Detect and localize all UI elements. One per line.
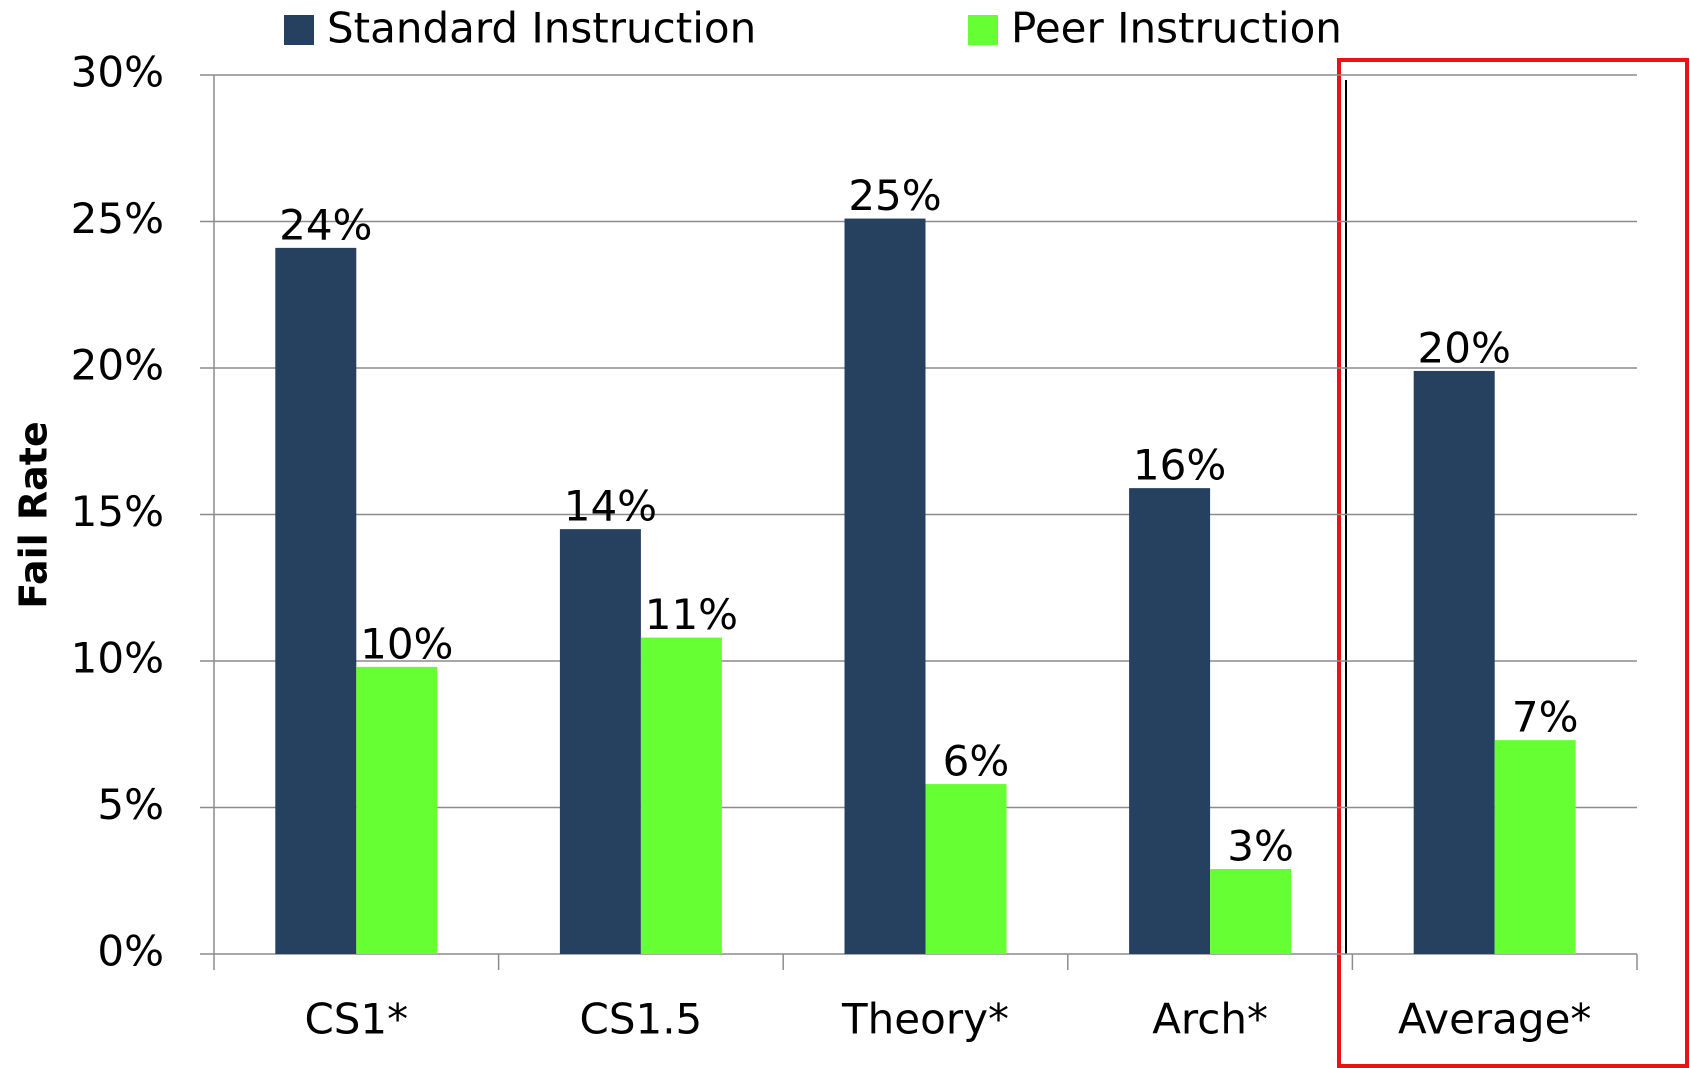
bar: [1494, 740, 1576, 954]
value-label: 10%: [360, 619, 453, 668]
x-tick-label: CS1*: [304, 995, 408, 1044]
value-label: 16%: [1133, 441, 1226, 490]
value-label: 24%: [279, 200, 372, 249]
y-tick-label: 5%: [97, 780, 164, 829]
bar: [925, 784, 1007, 954]
legend-swatch: [968, 15, 998, 45]
value-label: 14%: [564, 482, 657, 531]
bar: [640, 637, 722, 954]
x-tick-label: Theory*: [841, 995, 1009, 1044]
highlight-box: [1337, 58, 1689, 1068]
x-tick-label: CS1.5: [580, 995, 703, 1044]
value-label: 3%: [1227, 822, 1294, 871]
value-label: 11%: [645, 590, 738, 639]
y-tick-label: 0%: [97, 927, 164, 976]
bar: [844, 218, 926, 954]
legend-label: Peer Instruction: [1011, 4, 1342, 53]
value-label: 20%: [1418, 323, 1511, 372]
y-tick-label: 15%: [71, 487, 164, 536]
bar: [356, 666, 438, 954]
legend-swatch: [284, 15, 314, 45]
value-label: 25%: [848, 171, 941, 220]
bar: [275, 247, 357, 954]
bar: [1129, 488, 1211, 954]
y-tick-label: 10%: [71, 634, 164, 683]
y-axis-label: Fail Rate: [12, 421, 56, 609]
y-tick-label: 25%: [71, 194, 164, 243]
bar: [559, 529, 641, 954]
x-tick-label: Arch*: [1152, 995, 1268, 1044]
bar: [1413, 370, 1495, 954]
value-label: 6%: [943, 737, 1010, 786]
bar: [1210, 869, 1292, 954]
legend-label: Standard Instruction: [327, 4, 756, 53]
x-tick-label: Average*: [1398, 995, 1591, 1044]
y-tick-label: 30%: [71, 48, 164, 97]
value-label: 7%: [1512, 693, 1579, 742]
y-tick-label: 20%: [71, 341, 164, 390]
